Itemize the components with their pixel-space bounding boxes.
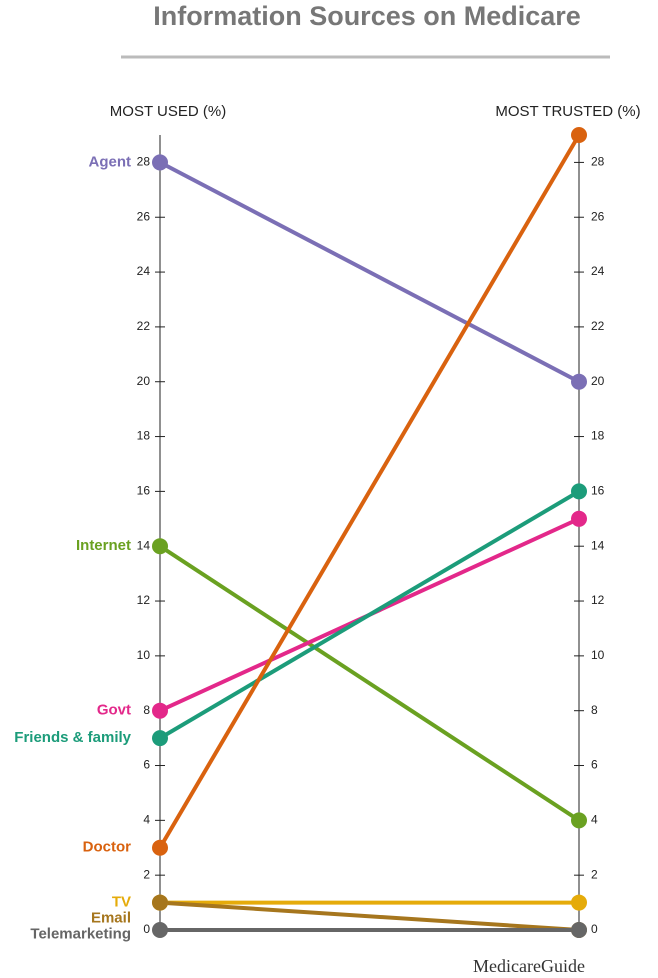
point bbox=[152, 154, 168, 171]
slope-line bbox=[158, 489, 581, 740]
y2-tick-label: 20 bbox=[591, 374, 605, 388]
y-tick-label: 8 bbox=[143, 703, 150, 717]
point bbox=[152, 922, 168, 938]
y-tick-label: 28 bbox=[137, 155, 151, 169]
y2-tick-label: 14 bbox=[591, 538, 605, 552]
y-tick-label: 6 bbox=[143, 758, 150, 772]
y2-tick-label: 18 bbox=[591, 429, 605, 443]
source: MedicareGuide bbox=[473, 956, 585, 976]
y-tick-label: 2 bbox=[143, 867, 150, 881]
slope-line bbox=[158, 544, 581, 823]
point bbox=[152, 839, 168, 856]
series-label: Doctor bbox=[83, 839, 131, 856]
series-label: Email bbox=[91, 910, 131, 927]
slope-line bbox=[158, 133, 581, 849]
y2-tick-label: 8 bbox=[591, 703, 598, 717]
y2-tick-label: 22 bbox=[591, 319, 605, 333]
series-label: Friends & family bbox=[14, 729, 131, 746]
point bbox=[152, 730, 168, 747]
point bbox=[571, 127, 587, 143]
y-tick-label: 14 bbox=[137, 538, 151, 552]
series-label: Agent bbox=[89, 153, 132, 170]
y-tick-label: 22 bbox=[137, 319, 151, 333]
y2-tick-label: 6 bbox=[591, 758, 598, 772]
y-tick-label: 0 bbox=[143, 922, 150, 936]
series-label: Govt bbox=[97, 702, 131, 719]
y2-tick-label: 12 bbox=[591, 593, 605, 607]
right-axis-title: MOST TRUSTED (%) bbox=[495, 103, 640, 120]
y-tick-label: 16 bbox=[137, 484, 151, 498]
slope-line bbox=[159, 160, 580, 384]
y2-tick-label: 0 bbox=[591, 922, 598, 936]
series-label: Internet bbox=[76, 537, 131, 554]
y2-tick-label: 10 bbox=[591, 648, 605, 662]
point bbox=[571, 510, 587, 527]
point bbox=[571, 922, 587, 938]
y-tick-label: 4 bbox=[143, 813, 150, 827]
point bbox=[571, 483, 587, 500]
point bbox=[571, 812, 587, 829]
y-tick-label: 12 bbox=[137, 593, 151, 607]
left-axis-title: MOST USED (%) bbox=[110, 103, 226, 120]
y-tick-label: 10 bbox=[137, 648, 151, 662]
chart-title: Information Sources on Medicare bbox=[153, 1, 581, 31]
y-tick-label: 20 bbox=[137, 374, 151, 388]
point bbox=[152, 538, 168, 555]
y2-tick-label: 4 bbox=[591, 813, 598, 827]
y2-tick-label: 24 bbox=[591, 264, 605, 278]
point bbox=[152, 702, 168, 719]
y-tick-label: 24 bbox=[137, 264, 151, 278]
y-tick-label: 26 bbox=[137, 209, 151, 223]
point bbox=[571, 373, 587, 390]
series-label: TV bbox=[112, 894, 131, 911]
point bbox=[571, 894, 587, 911]
y2-tick-label: 26 bbox=[591, 209, 605, 223]
point bbox=[152, 894, 168, 911]
series-label: Telemarketing bbox=[30, 926, 131, 943]
slope-line bbox=[159, 900, 580, 932]
y2-tick-label: 28 bbox=[591, 155, 605, 169]
y2-tick-label: 16 bbox=[591, 484, 605, 498]
y-tick-label: 18 bbox=[137, 429, 151, 443]
y2-tick-label: 2 bbox=[591, 867, 598, 881]
